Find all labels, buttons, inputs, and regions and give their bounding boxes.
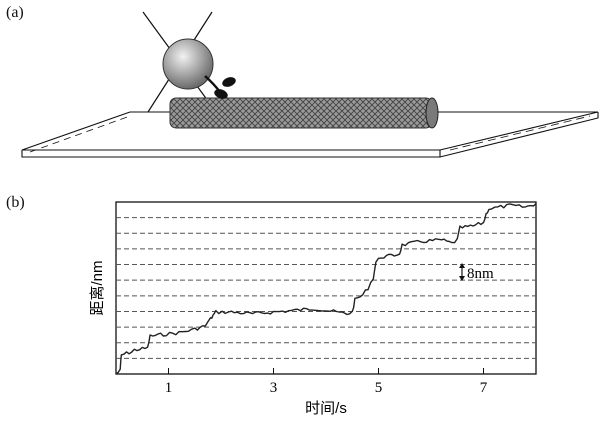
x-axis-label: 时间/s bbox=[305, 400, 347, 417]
data-trace bbox=[115, 203, 537, 375]
schematic-a bbox=[21, 11, 599, 158]
x-tick-label: 3 bbox=[270, 380, 278, 396]
panel-b-label: (b) bbox=[6, 194, 25, 211]
step-size-label: 8nm bbox=[467, 266, 494, 282]
panel-a-label: (a) bbox=[6, 4, 24, 21]
kinesin-motor bbox=[204, 75, 236, 99]
x-tick-label: 5 bbox=[375, 380, 383, 396]
x-tick-label: 7 bbox=[480, 380, 488, 396]
y-axis-label: 距离/nm bbox=[89, 260, 106, 315]
step-scale-annotation: 8nm bbox=[459, 263, 494, 282]
bead bbox=[162, 38, 214, 90]
grid-lines bbox=[116, 217, 536, 359]
x-axis-ticks: 1 3 5 7 bbox=[165, 368, 488, 396]
x-tick-label: 1 bbox=[165, 380, 173, 396]
microtubule bbox=[169, 97, 439, 129]
plot-frame bbox=[115, 201, 537, 375]
chart-b: 1 3 5 7 8nm 时间/s 距离/nm bbox=[89, 201, 537, 417]
